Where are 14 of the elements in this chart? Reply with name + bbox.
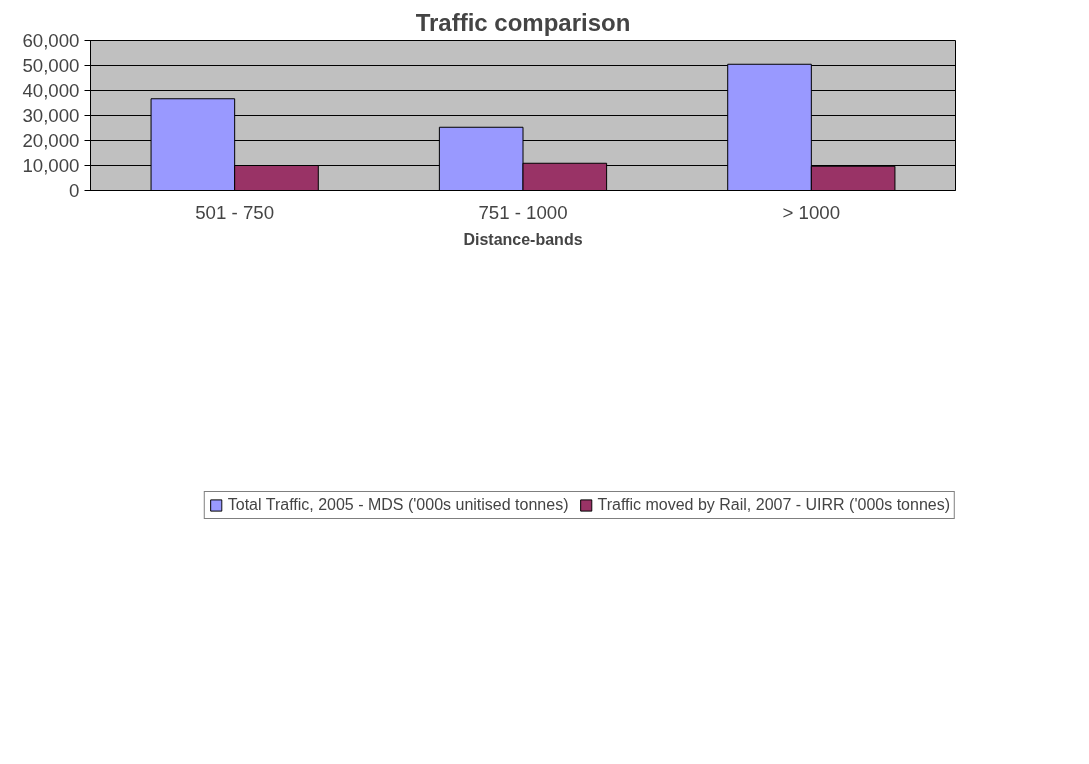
chart-title: Traffic comparison [415,8,631,36]
y-tick-label: 40,000 [22,80,80,101]
y-tick-label: 20,000 [22,130,80,151]
y-tick-label: 60,000 [22,30,80,51]
x-tick-label: 751 - 1000 [478,201,568,223]
legend-label: Total Traffic, 2005 - MDS ('000s unitised tonnes) [227,496,569,514]
y-tick-label: 0 [69,180,80,201]
y-tick-label: 50,000 [22,55,80,76]
y-tick-label: 30,000 [22,105,80,126]
x-axis-title: Distance-bands [463,230,583,248]
y-tick-label: 10,000 [22,155,80,176]
legend-label: Traffic moved by Rail, 2007 - UIRR ('000s tonnes) [597,496,950,514]
x-tick-label: > 1000 [782,201,841,223]
x-tick-label: 501 - 750 [195,201,275,223]
